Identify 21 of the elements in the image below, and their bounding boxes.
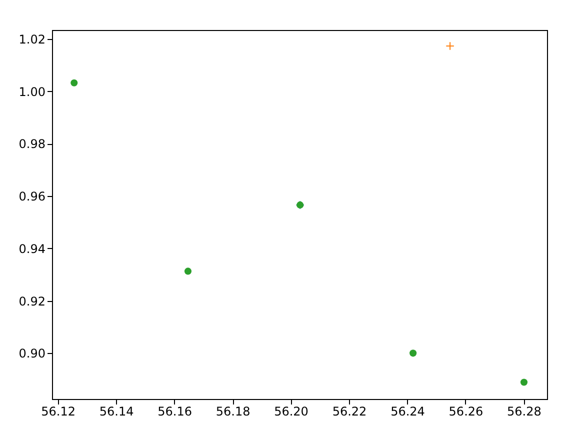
x-tick-label: 56.12: [41, 404, 76, 418]
x-tick-label: 56.18: [216, 404, 250, 418]
x-tick-label: 56.28: [507, 404, 542, 418]
y-tick-label: 1.00: [18, 84, 46, 99]
x-tick-label: 56.20: [274, 404, 308, 418]
point: [520, 378, 528, 386]
point: [70, 79, 78, 86]
y-tick-label: 0.98: [18, 137, 46, 152]
y-tick-label: 0.96: [18, 190, 46, 204]
x-tick-label: 56.16: [158, 404, 192, 418]
y-tick-label: 0.90: [18, 346, 46, 361]
x-tick-label: 56.14: [99, 404, 134, 418]
y-tick-label: 1.02: [18, 32, 46, 46]
point: [184, 268, 192, 275]
x-tick-label: 56.26: [448, 404, 484, 418]
x-tick-label: 56.24: [390, 404, 425, 418]
y-tick-label: 0.92: [18, 294, 46, 308]
point: [410, 350, 417, 357]
y-tick-label: 0.94: [18, 242, 46, 256]
x-tick-label: 56.22: [332, 404, 367, 418]
point: [446, 42, 454, 50]
